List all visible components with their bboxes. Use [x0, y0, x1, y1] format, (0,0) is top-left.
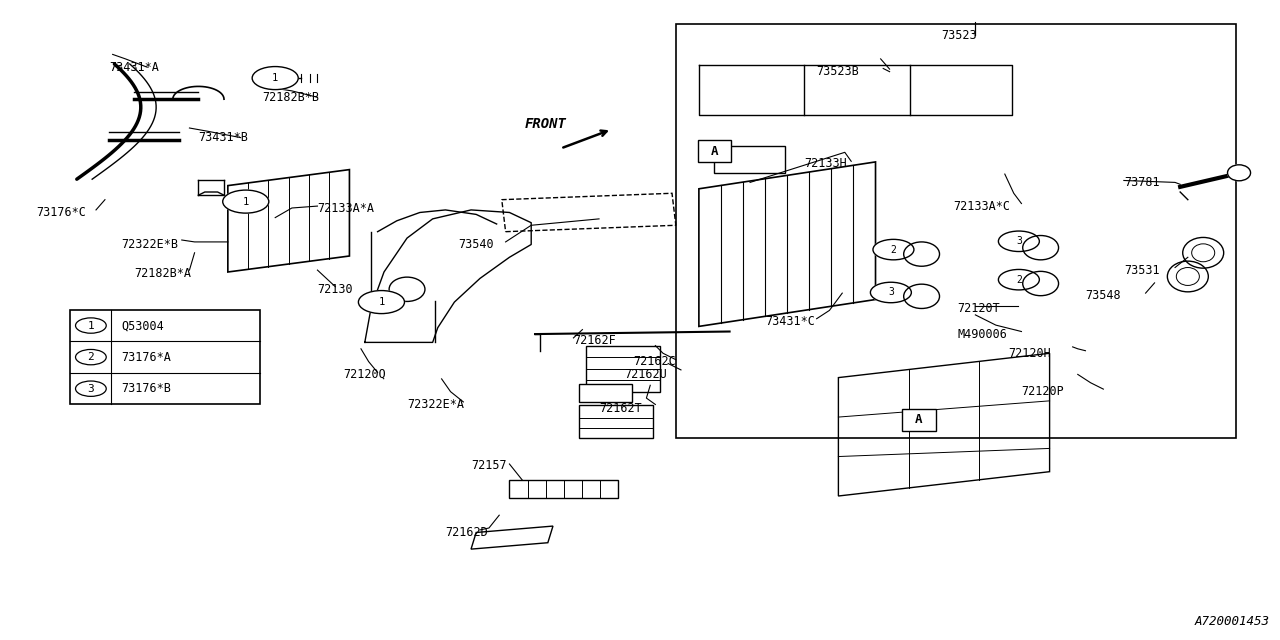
- Text: 72162D: 72162D: [445, 526, 488, 539]
- Circle shape: [998, 269, 1039, 290]
- Text: 72322E*B: 72322E*B: [122, 238, 179, 251]
- Text: 72162U: 72162U: [625, 368, 667, 381]
- Text: 72157: 72157: [471, 460, 507, 472]
- Text: 73523B: 73523B: [817, 65, 859, 78]
- Text: FRONT: FRONT: [525, 117, 567, 131]
- Text: 72130: 72130: [317, 283, 353, 296]
- Bar: [698, 140, 731, 162]
- Circle shape: [223, 190, 269, 213]
- Ellipse shape: [1023, 236, 1059, 260]
- Circle shape: [998, 231, 1039, 252]
- Text: 73431*C: 73431*C: [765, 315, 815, 328]
- Text: 3: 3: [888, 287, 893, 298]
- Circle shape: [76, 381, 106, 396]
- Text: 73176*C: 73176*C: [36, 206, 86, 219]
- Ellipse shape: [1023, 271, 1059, 296]
- Text: 2: 2: [891, 244, 896, 255]
- Text: 2: 2: [1016, 275, 1021, 285]
- Text: 72120T: 72120T: [957, 302, 1000, 315]
- Text: 1: 1: [243, 196, 248, 207]
- Text: 72133A*C: 72133A*C: [954, 200, 1011, 212]
- Text: Q53004: Q53004: [122, 319, 164, 332]
- Text: M490006: M490006: [957, 328, 1007, 340]
- Ellipse shape: [1183, 237, 1224, 268]
- Ellipse shape: [389, 277, 425, 301]
- Ellipse shape: [1167, 261, 1208, 292]
- Text: 1: 1: [273, 73, 278, 83]
- Text: 72120Q: 72120Q: [343, 368, 385, 381]
- Bar: [586, 346, 660, 392]
- Text: 72322E*A: 72322E*A: [407, 398, 465, 411]
- Text: 72133H: 72133H: [804, 157, 846, 170]
- Text: 73781: 73781: [1124, 176, 1160, 189]
- Text: A720001453: A720001453: [1194, 616, 1270, 628]
- Circle shape: [870, 282, 911, 303]
- Text: 72182B*A: 72182B*A: [134, 268, 192, 280]
- Text: 3: 3: [87, 384, 95, 394]
- Text: A: A: [710, 145, 718, 157]
- Text: 73540: 73540: [458, 238, 494, 251]
- Bar: [70, 310, 260, 404]
- Text: 1: 1: [379, 297, 384, 307]
- Circle shape: [76, 318, 106, 333]
- Text: 72120H: 72120H: [1009, 347, 1051, 360]
- Text: 73176*B: 73176*B: [122, 382, 172, 395]
- Text: 72162T: 72162T: [599, 402, 641, 415]
- Text: 73431*B: 73431*B: [198, 131, 248, 144]
- Text: 73548: 73548: [1085, 289, 1121, 302]
- Text: 73523: 73523: [941, 29, 977, 42]
- Text: 72162F: 72162F: [573, 334, 616, 347]
- Text: 72133A*A: 72133A*A: [317, 202, 375, 214]
- Bar: [579, 405, 653, 438]
- Bar: [509, 480, 618, 498]
- Text: 3: 3: [1016, 236, 1021, 246]
- Circle shape: [873, 239, 914, 260]
- Text: 72182B*B: 72182B*B: [262, 91, 320, 104]
- Text: 72120P: 72120P: [1021, 385, 1064, 398]
- Text: 72162C: 72162C: [634, 355, 676, 368]
- Ellipse shape: [1228, 164, 1251, 180]
- Bar: [714, 146, 785, 173]
- Text: A: A: [915, 413, 923, 426]
- Circle shape: [358, 291, 404, 314]
- Ellipse shape: [904, 242, 940, 266]
- Text: 1: 1: [87, 321, 95, 330]
- Bar: [902, 409, 936, 431]
- Circle shape: [76, 349, 106, 365]
- Text: 2: 2: [87, 352, 95, 362]
- Text: 73431*A: 73431*A: [109, 61, 159, 74]
- Bar: [579, 384, 632, 402]
- Text: 73176*A: 73176*A: [122, 351, 172, 364]
- Text: 73531: 73531: [1124, 264, 1160, 276]
- Circle shape: [252, 67, 298, 90]
- Bar: [676, 24, 1236, 438]
- Ellipse shape: [904, 284, 940, 308]
